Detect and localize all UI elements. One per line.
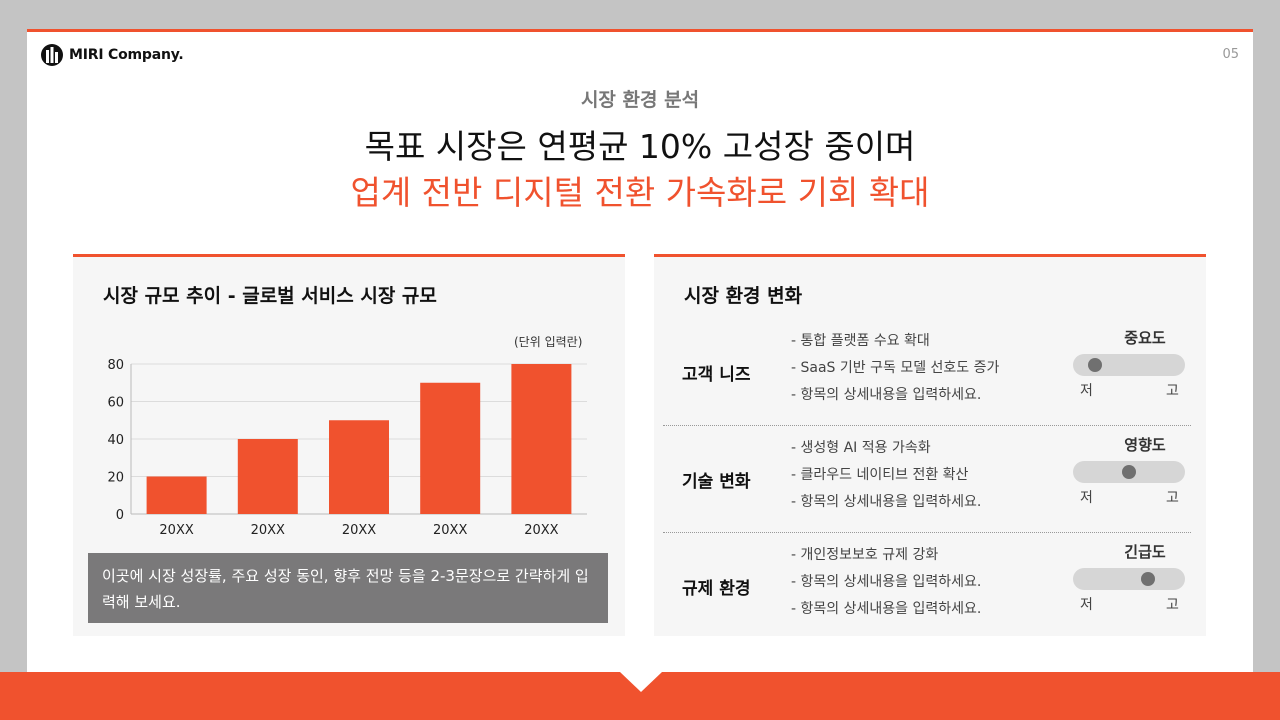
impact-meter xyxy=(1073,461,1185,483)
bar xyxy=(237,439,298,514)
env-row-tech-change: 기술 변화 생성형 AI 적용 가속화 클라우드 네이티브 전환 확산 항목의 … xyxy=(663,426,1191,533)
meter-high-label: 고 xyxy=(1166,597,1179,613)
bar xyxy=(146,476,207,514)
bullet-item: SaaS 기반 구독 모델 선호도 증가 xyxy=(791,355,1000,382)
x-tick-label: 20XX xyxy=(159,523,193,538)
env-row-title: 고객 니즈 xyxy=(682,364,751,385)
bullet-item: 개인정보보호 규제 강화 xyxy=(791,542,981,569)
env-panel-title: 시장 환경 변화 xyxy=(684,285,803,307)
urgency-label: 긴급도 xyxy=(1124,543,1166,561)
brand-name: MIRI Company. xyxy=(69,47,184,63)
impact-label: 영향도 xyxy=(1124,436,1166,454)
meter-low-label: 저 xyxy=(1080,383,1093,399)
bullet-item: 항목의 상세내용을 입력하세요. xyxy=(791,569,982,596)
bar xyxy=(420,382,481,514)
env-row-customer-needs: 고객 니즈 통합 플랫폼 수요 확대 SaaS 기반 구독 모델 선호도 증가 … xyxy=(663,319,1191,426)
env-row-title: 규제 환경 xyxy=(682,578,751,599)
x-tick-label: 20XX xyxy=(524,523,558,538)
env-row-title: 기술 변화 xyxy=(682,471,751,492)
y-tick-label: 60 xyxy=(107,396,124,411)
bullet-item: 클라우드 네이티브 전환 확산 xyxy=(791,462,981,489)
market-size-panel: 시장 규모 추이 - 글로벌 서비스 시장 규모 (단위 입력란) 0 20 40 6… xyxy=(73,254,625,636)
bullet-item: 항목의 상세내용을 입력하세요. xyxy=(791,382,999,409)
headline-line-1: 목표 시장은 연평균 10% 고성장 중이며 xyxy=(364,127,916,166)
bar xyxy=(329,420,389,514)
market-env-panel: 시장 환경 변화 고객 니즈 통합 플랫폼 수요 확대 SaaS 기반 구독 모… xyxy=(654,254,1206,636)
brand-logo-icon xyxy=(41,44,63,66)
section-label: 시장 환경 분석 xyxy=(580,89,700,111)
env-row-regulation: 규제 환경 개인정보보호 규제 강화 항목의 상세내용을 입력하세요. 항목의 … xyxy=(663,533,1191,639)
market-panel-title: 시장 규모 추이 - 글로벌 서비스 시장 규모 xyxy=(103,285,437,307)
bullet-item: 항목의 상세내용을 입력하세요. xyxy=(791,596,982,623)
env-row-bullets: 개인정보보호 규제 강화 항목의 상세내용을 입력하세요. 항목의 상세내용을 … xyxy=(791,542,982,623)
env-row-bullets: 통합 플랫폼 수요 확대 SaaS 기반 구독 모델 선호도 증가 항목의 상세… xyxy=(791,328,1000,409)
meter-low-label: 저 xyxy=(1080,597,1093,613)
env-row-bullets: 생성형 AI 적용 가속화 클라우드 네이티브 전환 확산 항목의 상세내용을 … xyxy=(791,435,982,516)
meter-knob xyxy=(1122,465,1136,479)
unit-note: (단위 입력란) xyxy=(514,335,583,349)
x-tick-label: 20XX xyxy=(342,523,376,538)
importance-meter xyxy=(1073,354,1185,376)
bar xyxy=(511,364,572,514)
meter-high-label: 고 xyxy=(1166,490,1179,506)
headline-line-2: 업계 전반 디지털 전환 가속화로 기회 확대 xyxy=(350,173,930,212)
meter-knob xyxy=(1140,572,1155,586)
brand-logo: MIRI Company. xyxy=(41,44,184,66)
slide: MIRI Company. 05 시장 환경 분석 목표 시장은 연평균 10%… xyxy=(27,29,1253,672)
bullet-item: 항목의 상세내용을 입력하세요. xyxy=(791,489,982,516)
y-tick-label: 80 xyxy=(107,358,124,373)
page-number: 05 xyxy=(1222,47,1239,62)
market-caption: 이곳에 시장 성장률, 주요 성장 동인, 향후 전망 등을 2-3문장으로 간… xyxy=(88,553,608,623)
x-tick-label: 20XX xyxy=(251,523,285,538)
meter-knob xyxy=(1087,358,1102,372)
x-tick-label: 20XX xyxy=(433,523,467,538)
market-bar-chart: 0 20 40 60 80 20XX 20XX 20XX 20XX 20XX xyxy=(107,358,587,538)
meter-low-label: 저 xyxy=(1080,490,1093,506)
y-tick-label: 20 xyxy=(107,471,124,486)
meter-high-label: 고 xyxy=(1166,383,1179,399)
y-tick-label: 0 xyxy=(116,508,124,523)
importance-label: 중요도 xyxy=(1124,329,1166,347)
urgency-meter xyxy=(1073,568,1185,590)
bullet-item: 생성형 AI 적용 가속화 xyxy=(791,435,981,462)
bottom-notch xyxy=(620,672,662,692)
bullet-item: 통합 플랫폼 수요 확대 xyxy=(791,328,999,355)
y-tick-label: 40 xyxy=(107,433,124,448)
